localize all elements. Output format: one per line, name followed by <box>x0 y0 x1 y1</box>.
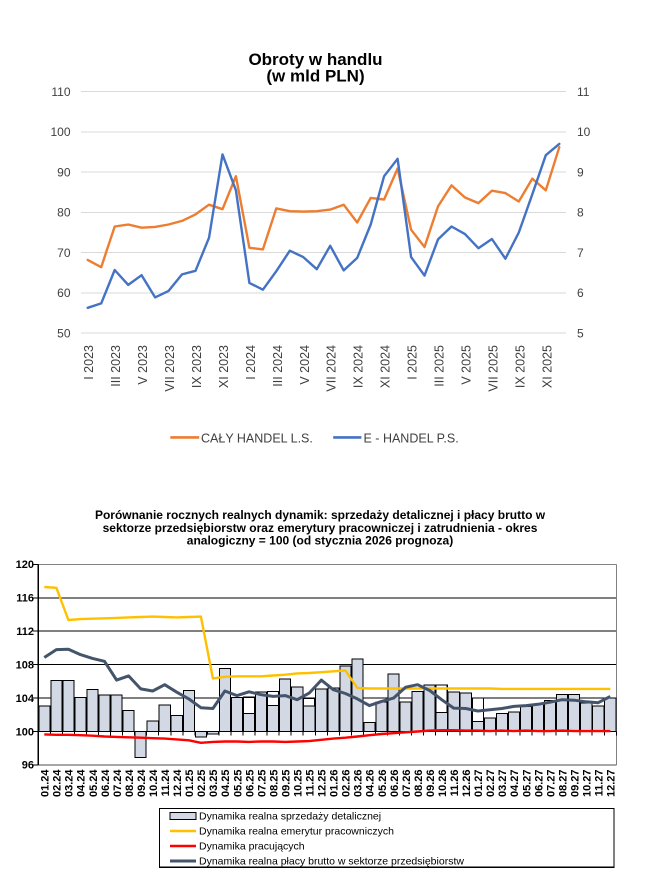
svg-text:96: 96 <box>22 760 34 772</box>
svg-text:9: 9 <box>577 165 584 179</box>
svg-text:04.26: 04.26 <box>365 770 377 798</box>
svg-text:10.25: 10.25 <box>293 770 305 798</box>
svg-text:108: 108 <box>16 659 34 671</box>
svg-text:02.27: 02.27 <box>485 770 497 798</box>
svg-text:10.24: 10.24 <box>148 769 160 797</box>
svg-text:III 2023: III 2023 <box>109 345 123 387</box>
svg-text:02.24: 02.24 <box>52 769 64 797</box>
svg-text:05.24: 05.24 <box>88 769 100 797</box>
svg-text:III 2025: III 2025 <box>433 345 447 387</box>
svg-text:V 2025: V 2025 <box>460 345 474 385</box>
svg-text:07.26: 07.26 <box>401 770 413 798</box>
svg-text:70: 70 <box>57 246 71 260</box>
svg-text:VII 2025: VII 2025 <box>486 345 500 392</box>
svg-text:11.27: 11.27 <box>594 770 606 797</box>
svg-text:IX 2023: IX 2023 <box>190 345 204 388</box>
svg-text:I 2024: I 2024 <box>244 345 258 380</box>
svg-text:VII 2024: VII 2024 <box>325 345 339 392</box>
svg-text:12.25: 12.25 <box>317 770 329 798</box>
svg-text:06.27: 06.27 <box>533 770 545 798</box>
svg-text:02.26: 02.26 <box>341 770 353 798</box>
svg-text:80: 80 <box>57 206 71 220</box>
svg-text:11.25: 11.25 <box>305 770 317 797</box>
svg-text:05.26: 05.26 <box>377 770 389 798</box>
svg-text:XI 2025: XI 2025 <box>540 345 554 388</box>
svg-text:VII 2023: VII 2023 <box>163 345 177 392</box>
svg-text:04.24: 04.24 <box>76 769 88 797</box>
svg-text:03.24: 03.24 <box>64 769 76 797</box>
svg-text:8: 8 <box>577 206 584 220</box>
svg-text:11: 11 <box>577 85 590 99</box>
svg-text:50: 50 <box>57 326 71 340</box>
svg-text:116: 116 <box>16 593 34 605</box>
svg-text:07.25: 07.25 <box>256 770 268 798</box>
svg-text:03.25: 03.25 <box>208 770 220 798</box>
svg-text:11.26: 11.26 <box>449 770 461 797</box>
svg-text:09.26: 09.26 <box>425 770 437 798</box>
svg-text:06.25: 06.25 <box>244 770 256 798</box>
svg-text:IX 2024: IX 2024 <box>352 345 366 388</box>
svg-text:10.26: 10.26 <box>437 770 449 798</box>
svg-text:04.25: 04.25 <box>220 770 232 798</box>
svg-text:01.24: 01.24 <box>40 769 52 797</box>
svg-text:5: 5 <box>577 326 584 340</box>
svg-text:120: 120 <box>16 559 34 571</box>
svg-text:I 2025: I 2025 <box>406 345 420 380</box>
svg-text:03.26: 03.26 <box>353 770 365 798</box>
svg-text:09.25: 09.25 <box>281 770 293 798</box>
svg-text:09.27: 09.27 <box>570 770 582 798</box>
svg-text:110: 110 <box>51 85 70 99</box>
svg-text:06.26: 06.26 <box>389 770 401 798</box>
svg-text:IX 2025: IX 2025 <box>513 345 527 388</box>
svg-text:04.27: 04.27 <box>509 770 521 798</box>
svg-text:Dynamika realna sprzedaży deta: Dynamika realna sprzedaży detalicznej <box>199 811 381 823</box>
svg-text:08.24: 08.24 <box>124 769 136 797</box>
svg-text:analogiczny = 100 (od stycznia: analogiczny = 100 (od stycznia 2026 prog… <box>187 534 453 548</box>
svg-text:sektorze przedsiębiorstw oraz: sektorze przedsiębiorstw oraz emerytury … <box>103 521 538 535</box>
svg-text:V 2023: V 2023 <box>136 345 150 385</box>
svg-text:01.27: 01.27 <box>473 770 485 798</box>
svg-text:104: 104 <box>16 693 35 705</box>
svg-text:112: 112 <box>16 626 34 638</box>
svg-text:12.27: 12.27 <box>606 770 618 798</box>
svg-text:Dynamika realna płacy brutto w: Dynamika realna płacy brutto w sektorze … <box>199 856 464 868</box>
svg-text:(w mld PLN): (w mld PLN) <box>266 66 364 85</box>
svg-text:12.26: 12.26 <box>461 770 473 798</box>
svg-text:Dynamika pracujących: Dynamika pracujących <box>199 841 305 853</box>
svg-text:09.24: 09.24 <box>136 769 148 797</box>
svg-text:10.27: 10.27 <box>582 770 594 798</box>
svg-text:05.27: 05.27 <box>521 770 533 798</box>
svg-text:90: 90 <box>57 165 71 179</box>
svg-text:08.27: 08.27 <box>557 770 569 798</box>
svg-text:05.25: 05.25 <box>232 770 244 798</box>
svg-text:03.27: 03.27 <box>497 770 509 798</box>
svg-text:06.24: 06.24 <box>100 769 112 797</box>
svg-text:10: 10 <box>577 125 591 139</box>
svg-text:Porównanie rocznych realnych d: Porównanie rocznych realnych dynamik: sp… <box>95 508 546 522</box>
svg-text:I 2023: I 2023 <box>82 345 96 380</box>
svg-text:100: 100 <box>50 125 70 139</box>
svg-text:60: 60 <box>57 286 71 300</box>
svg-text:01.25: 01.25 <box>184 770 196 798</box>
svg-text:XI 2023: XI 2023 <box>217 345 231 388</box>
svg-text:CAŁY HANDEL L.S.: CAŁY HANDEL L.S. <box>201 432 313 446</box>
svg-text:III 2024: III 2024 <box>271 345 285 387</box>
svg-text:7: 7 <box>577 246 584 260</box>
svg-text:V 2024: V 2024 <box>298 345 312 385</box>
svg-text:12.24: 12.24 <box>172 769 184 797</box>
svg-text:08.26: 08.26 <box>413 770 425 798</box>
svg-text:Dynamika realna emerytur praco: Dynamika realna emerytur pracowniczych <box>199 826 394 838</box>
svg-text:XI 2024: XI 2024 <box>379 345 393 388</box>
svg-text:11.24: 11.24 <box>160 769 172 797</box>
svg-text:08.25: 08.25 <box>268 770 280 798</box>
svg-text:07.27: 07.27 <box>545 770 557 798</box>
svg-text:07.24: 07.24 <box>112 769 124 797</box>
svg-text:02.25: 02.25 <box>196 770 208 798</box>
svg-text:Obroty w handlu: Obroty w handlu <box>248 50 382 69</box>
svg-text:100: 100 <box>16 726 34 738</box>
svg-text:6: 6 <box>577 286 584 300</box>
svg-text:E - HANDEL P.S.: E - HANDEL P.S. <box>364 432 459 446</box>
svg-text:01.26: 01.26 <box>329 770 341 798</box>
